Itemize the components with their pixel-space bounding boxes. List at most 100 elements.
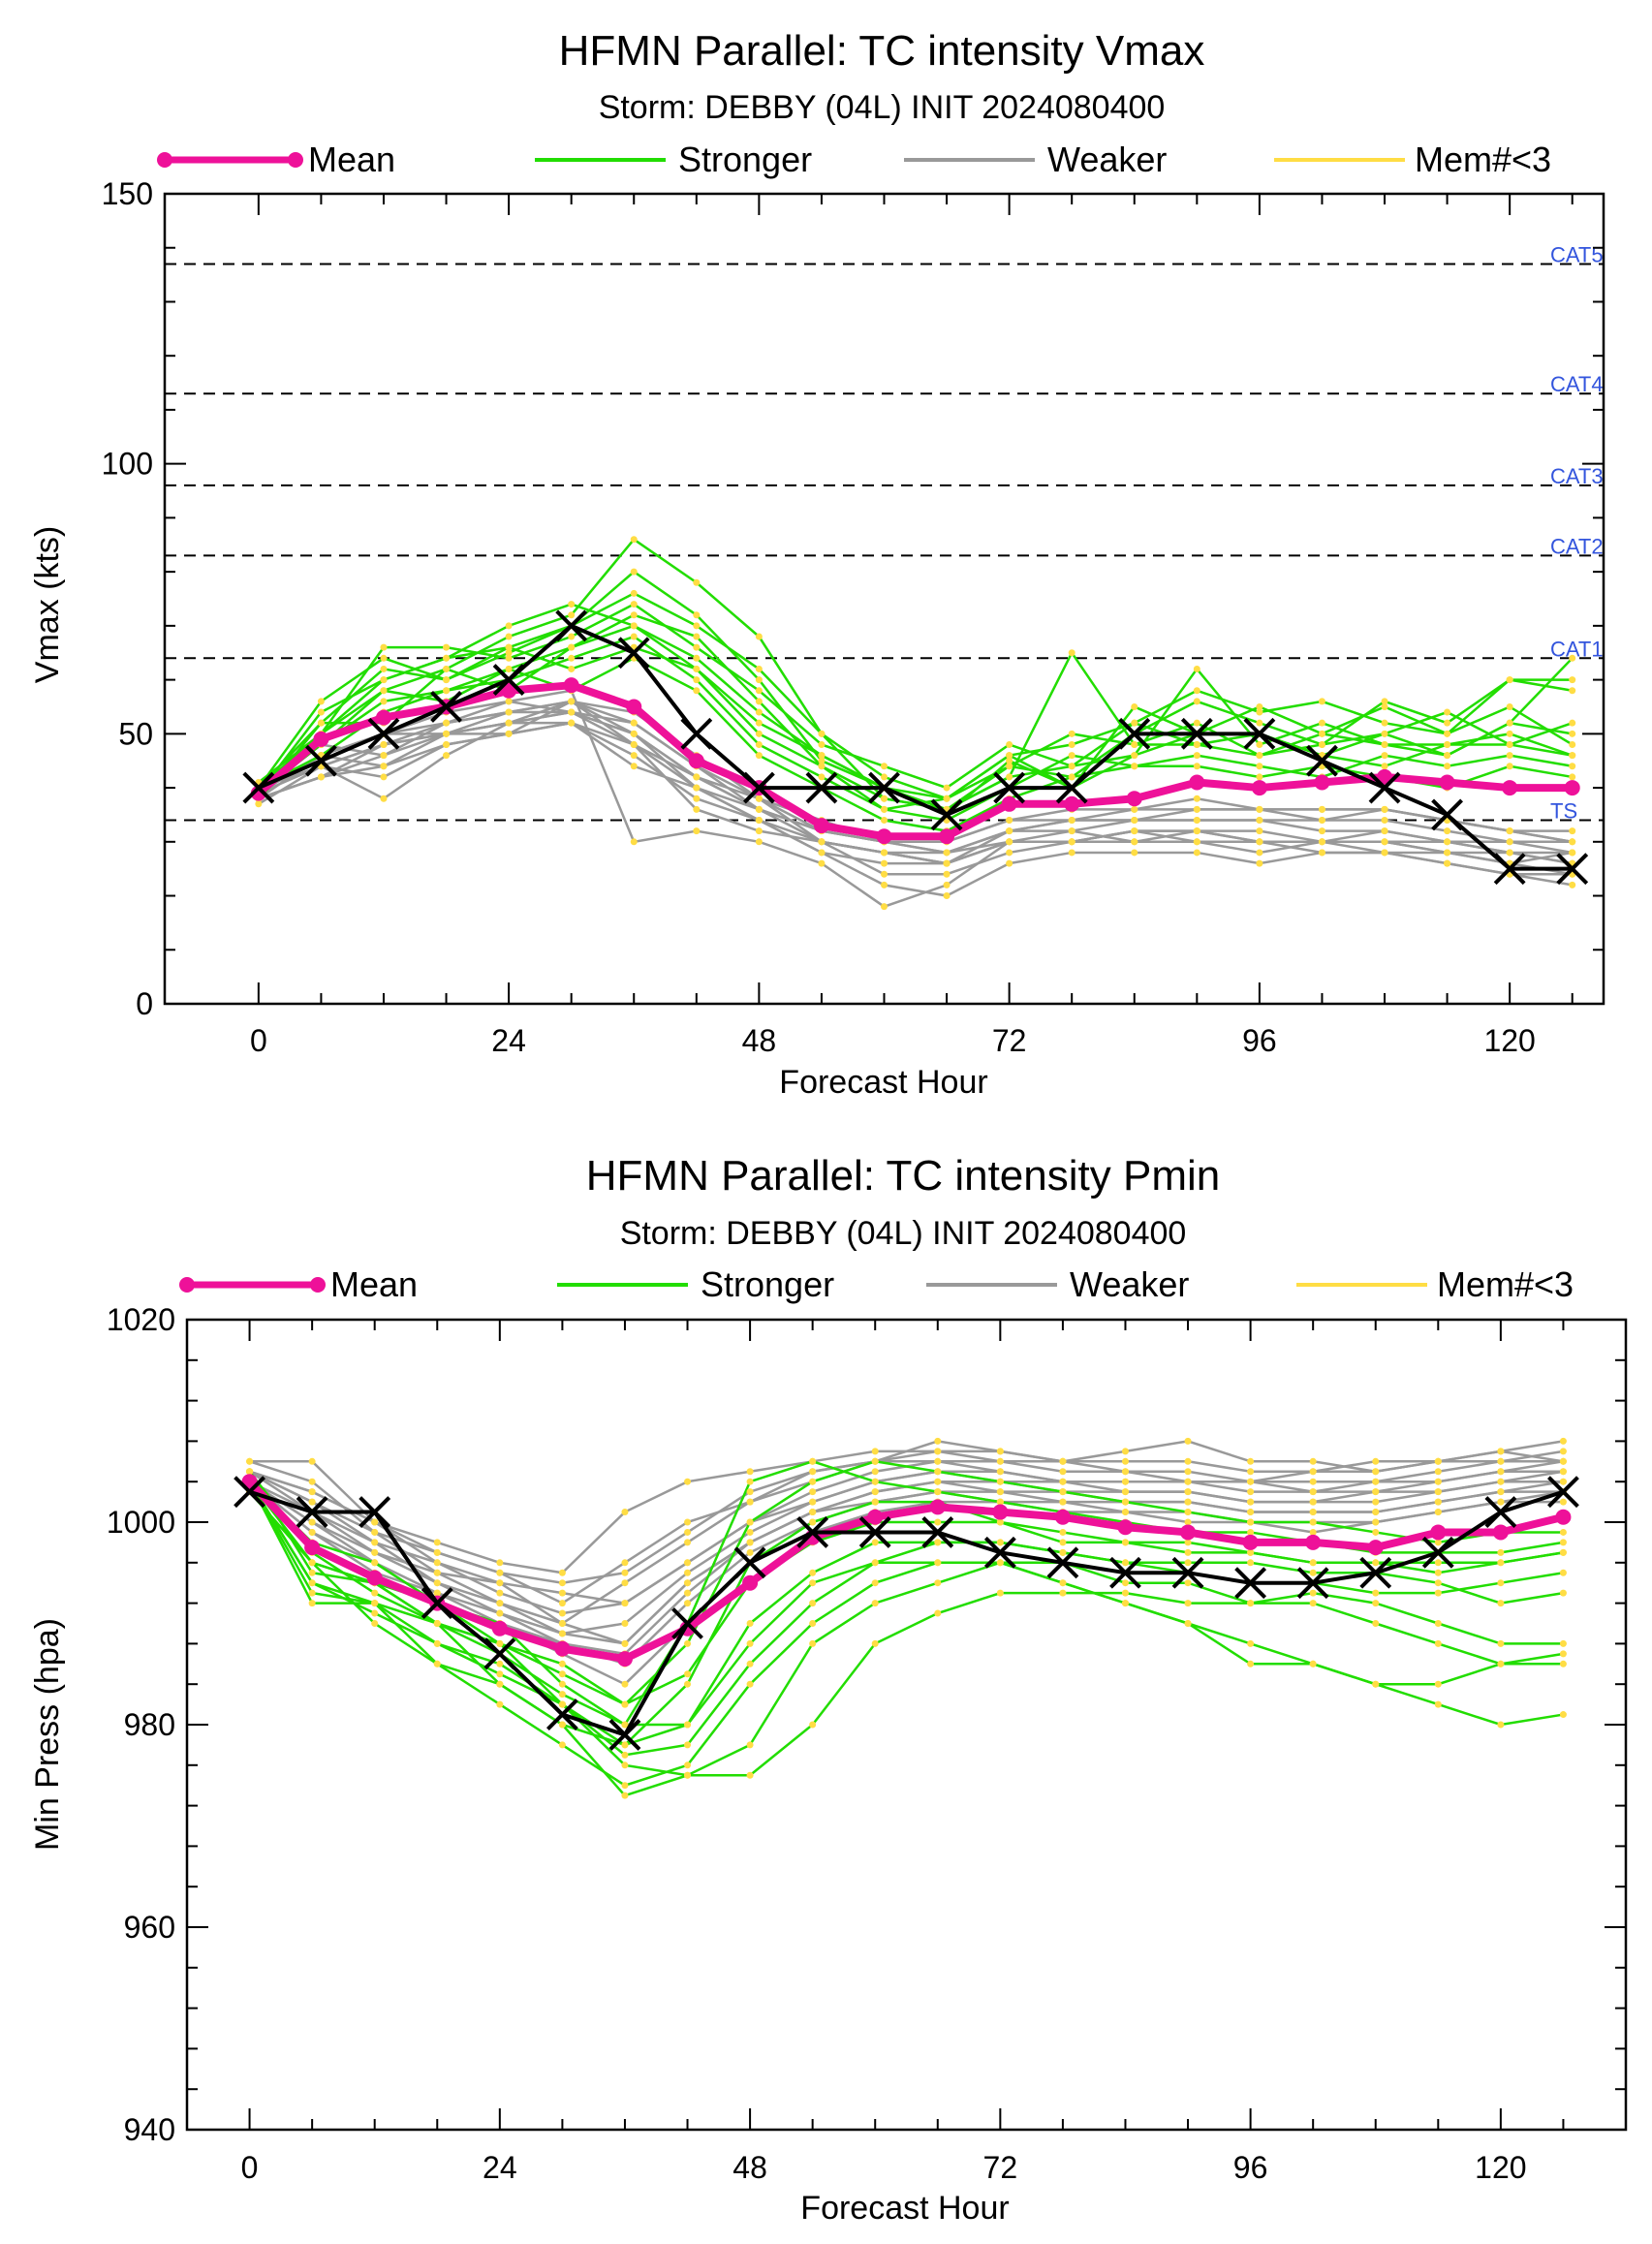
x-tick-label: 120	[1475, 2150, 1526, 2185]
member-point	[1059, 1579, 1067, 1587]
mean-point	[1377, 768, 1393, 785]
member-point	[1068, 817, 1075, 825]
member-point	[433, 1579, 441, 1587]
member-point	[693, 795, 701, 802]
member-point	[317, 708, 325, 716]
member-point	[1559, 1569, 1567, 1576]
member-point	[1184, 1579, 1192, 1587]
member-point	[630, 752, 638, 760]
member-point	[558, 1721, 566, 1729]
member-point	[558, 1569, 566, 1576]
member-point	[693, 654, 701, 662]
stronger-member-line	[258, 656, 1573, 832]
member-point	[371, 1528, 379, 1536]
y-axis-label: Min Press (hpa)	[29, 1618, 66, 1851]
best-track-marker	[1234, 1567, 1267, 1600]
member-point	[1569, 849, 1576, 857]
member-point	[746, 1620, 754, 1627]
stronger-member-line	[257, 624, 1574, 811]
member-point	[1506, 752, 1513, 760]
member-point	[809, 1639, 817, 1647]
member-point	[1193, 687, 1200, 695]
member-point	[1256, 719, 1263, 727]
member-point	[1559, 1539, 1567, 1546]
best-track-marker	[796, 1516, 829, 1548]
member-point	[1372, 1589, 1380, 1597]
member-point	[1121, 1468, 1129, 1476]
member-point	[934, 1559, 942, 1567]
member-point	[380, 740, 388, 748]
mean-point	[1117, 1519, 1134, 1536]
member-point	[505, 665, 513, 672]
member-point	[558, 1579, 566, 1587]
x-tick-label: 0	[250, 1023, 267, 1058]
y-tick-label: 50	[118, 716, 153, 751]
member-point	[1559, 1660, 1567, 1667]
member-point	[496, 1589, 504, 1597]
best-track-marker	[1118, 717, 1151, 750]
mean-point	[1054, 1509, 1071, 1525]
y-axis-label: Vmax (kts)	[29, 526, 66, 683]
mean-point	[1314, 774, 1330, 791]
pmin-chart: HFMN Parallel: TC intensity Pmin Storm: …	[29, 1152, 1628, 2227]
member-point	[1434, 1620, 1442, 1627]
member-point	[818, 838, 826, 846]
best-track-line	[258, 623, 1573, 871]
member-point	[1256, 817, 1263, 825]
weaker-member-line	[258, 700, 1573, 855]
member-point	[443, 752, 451, 760]
member-point	[433, 1559, 441, 1567]
member-point	[558, 1589, 566, 1597]
member-point	[755, 665, 763, 672]
member-point	[371, 1548, 379, 1556]
best-track-marker	[1421, 1536, 1454, 1569]
member-point	[1131, 817, 1138, 825]
member-point	[1121, 1478, 1129, 1485]
mean-point	[1492, 1524, 1509, 1541]
member-point	[1193, 795, 1200, 802]
member-point	[996, 1448, 1004, 1455]
member-point	[881, 817, 888, 825]
member-point	[1131, 805, 1138, 813]
member-point	[308, 1559, 316, 1567]
legend-label: Weaker	[1047, 140, 1167, 179]
member-point	[1497, 1579, 1505, 1587]
member-point	[558, 1680, 566, 1688]
member-point	[934, 1478, 942, 1485]
member-point	[1256, 838, 1263, 846]
member-point	[246, 1457, 254, 1465]
member-point	[568, 708, 576, 716]
member-point	[621, 1700, 629, 1708]
member-point	[621, 1509, 629, 1516]
member-point	[934, 1579, 942, 1587]
mean-point	[1555, 1509, 1572, 1525]
member-point	[1569, 752, 1576, 760]
member-point	[1569, 773, 1576, 781]
mean-point	[1251, 780, 1267, 796]
member-point	[1184, 1468, 1192, 1476]
member-point	[809, 1457, 817, 1465]
member-point	[684, 1771, 692, 1779]
best-track-marker	[671, 1607, 703, 1639]
member-point	[1434, 1478, 1442, 1485]
weaker-member-line	[258, 710, 1573, 844]
member-point	[1247, 1660, 1255, 1667]
member-point	[1318, 827, 1325, 835]
x-axis-label: Forecast Hour	[800, 2190, 1009, 2227]
member-point	[308, 1457, 316, 1465]
member-point	[943, 870, 951, 878]
member-point	[996, 1559, 1004, 1567]
member-point	[558, 1600, 566, 1607]
member-point	[1372, 1528, 1380, 1536]
mean-point	[1001, 795, 1017, 812]
stronger-member-line	[248, 1480, 1564, 1747]
member-point	[1381, 740, 1388, 748]
member-point	[1131, 752, 1138, 760]
member-point	[558, 1660, 566, 1667]
member-point	[684, 1670, 692, 1678]
member-point	[1497, 1721, 1505, 1729]
mean-point	[1502, 780, 1518, 796]
member-point	[496, 1579, 504, 1587]
member-point	[934, 1609, 942, 1617]
